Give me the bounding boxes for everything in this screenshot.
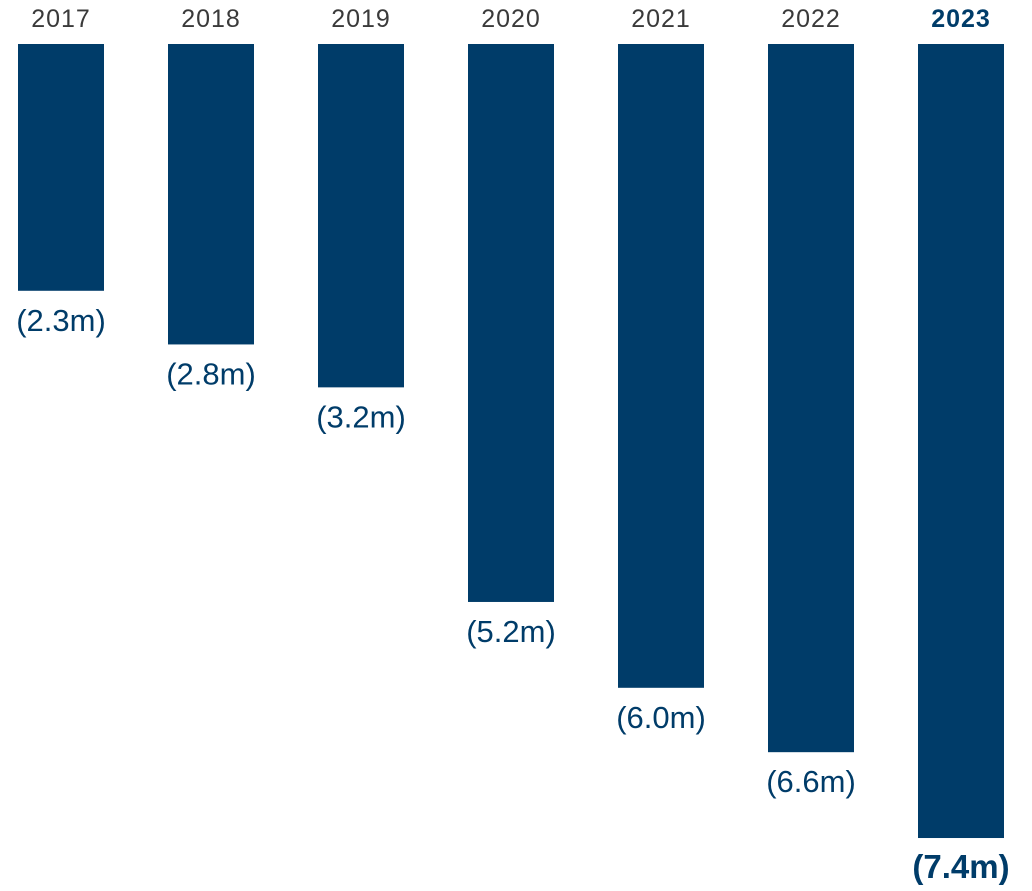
bar-2021 xyxy=(618,44,704,688)
value-label: (2.3m) xyxy=(16,303,106,338)
bar-2022 xyxy=(768,44,854,753)
value-label: (6.6m) xyxy=(766,764,856,799)
category-label: 2023 xyxy=(931,5,991,33)
value-label: (2.8m) xyxy=(166,356,256,391)
category-label: 2017 xyxy=(31,5,91,33)
category-label: 2020 xyxy=(481,5,541,33)
category-label: 2022 xyxy=(781,5,841,33)
category-label: 2018 xyxy=(181,5,241,33)
value-label: (7.4m) xyxy=(912,848,1009,885)
value-label: (6.0m) xyxy=(616,700,706,735)
bar-2019 xyxy=(318,44,404,388)
category-label: 2021 xyxy=(631,5,691,33)
value-label: (5.2m) xyxy=(466,614,556,649)
bar-2018 xyxy=(168,44,254,345)
bar-2017 xyxy=(18,44,104,291)
category-label: 2019 xyxy=(331,5,391,33)
value-label: (3.2m) xyxy=(316,399,406,434)
bar-2023 xyxy=(918,44,1004,839)
bar-2020 xyxy=(468,44,554,602)
